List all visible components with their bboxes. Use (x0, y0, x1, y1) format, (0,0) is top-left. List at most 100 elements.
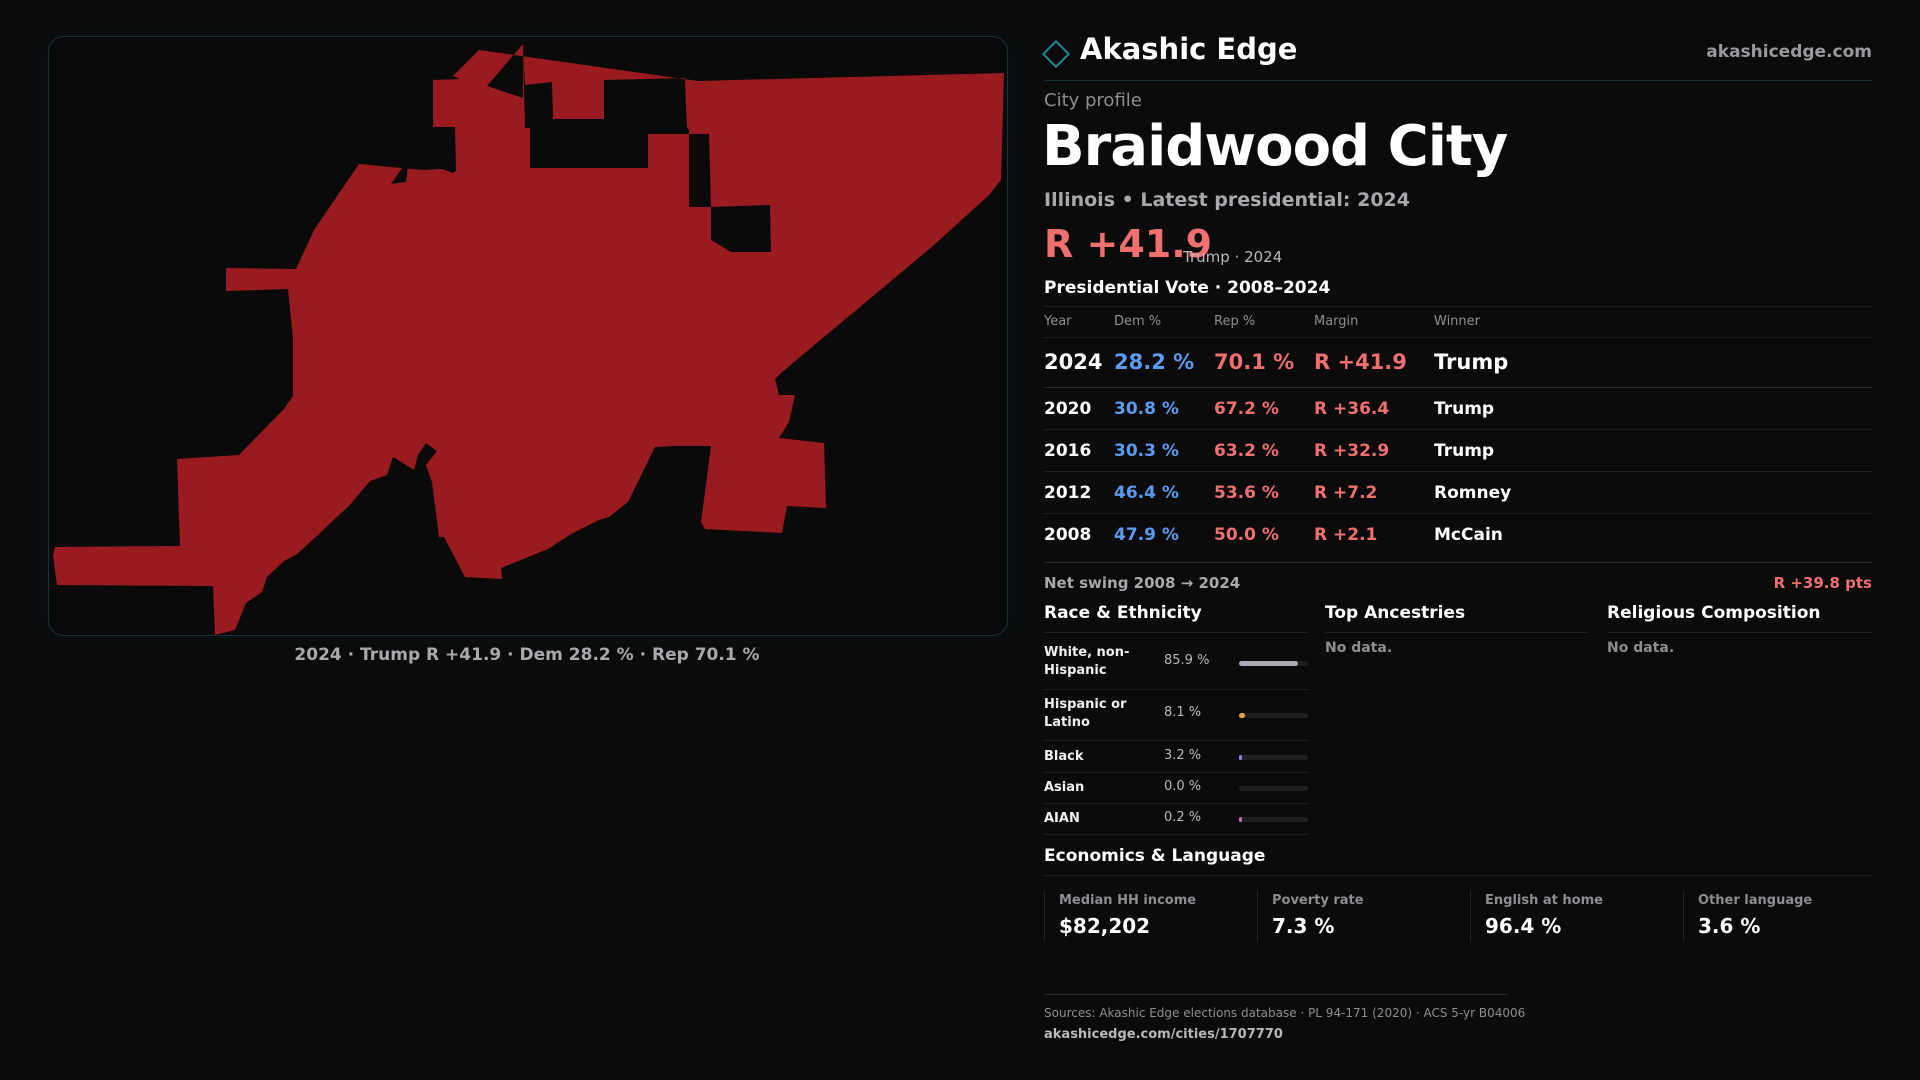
race-row: White, non-Hispanic 85.9 % (1044, 633, 1308, 690)
divider (1607, 632, 1872, 633)
row-year: 2024 (1044, 350, 1103, 374)
row-margin: R +2.1 (1314, 525, 1378, 545)
brand-name[interactable]: Akashic Edge (1080, 32, 1298, 66)
table-row[interactable]: 2008 47.9 % 50.0 % R +2.1 McCain (1044, 514, 1872, 555)
stat-card-english-at-home: English at home 96.4 % (1470, 890, 1671, 942)
row-dem: 30.3 % (1114, 441, 1179, 461)
stat-value: 96.4 % (1485, 914, 1562, 938)
stat-label: Median HH income (1059, 893, 1197, 908)
col-header-rep: Rep % (1214, 314, 1256, 329)
economics-title: Economics & Language (1044, 846, 1266, 866)
vote-table-title: Presidential Vote · 2008–2024 (1044, 278, 1331, 298)
stat-label: Poverty rate (1272, 893, 1364, 908)
stat-value: 7.3 % (1272, 914, 1335, 938)
brand-header: Akashic Edge akashicedge.com (1041, 30, 1872, 81)
race-pct: 85.9 % (1164, 653, 1210, 668)
race-label: White, non-Hispanic (1044, 645, 1130, 678)
headline-margin-note: Trump · 2024 (1183, 248, 1283, 266)
race-label: Hispanic or Latino (1044, 697, 1127, 730)
row-winner: Trump (1434, 441, 1495, 461)
divider (1325, 632, 1589, 633)
row-margin: R +41.9 (1314, 350, 1407, 374)
row-rep: 50.0 % (1214, 525, 1279, 545)
profile-kind: City profile (1044, 90, 1142, 111)
divider (1044, 562, 1872, 563)
race-label: Black (1044, 749, 1084, 764)
page-title: Braidwood City (1042, 114, 1508, 179)
race-bar-fill (1239, 755, 1242, 760)
stat-label: English at home (1485, 893, 1603, 908)
row-margin: R +32.9 (1314, 441, 1390, 461)
race-pct: 3.2 % (1164, 748, 1202, 763)
row-dem: 47.9 % (1114, 525, 1179, 545)
col-header-year: Year (1044, 314, 1072, 329)
row-margin: R +36.4 (1314, 399, 1390, 419)
state-line: Illinois • Latest presidential: 2024 (1044, 189, 1411, 211)
stat-card-median-income: Median HH income $82,202 (1044, 890, 1245, 942)
race-pct: 8.1 % (1164, 705, 1202, 720)
map-gap-north (531, 128, 648, 168)
divider (1044, 875, 1872, 876)
row-rep: 70.1 % (1214, 350, 1295, 374)
map-gap-east (689, 134, 771, 252)
divider (1044, 994, 1508, 995)
table-row[interactable]: 2020 30.8 % 67.2 % R +36.4 Trump (1044, 388, 1872, 430)
row-winner: Romney (1434, 483, 1512, 503)
stat-value: 3.6 % (1698, 914, 1761, 938)
row-rep: 63.2 % (1214, 441, 1279, 461)
race-bar-fill (1239, 713, 1245, 718)
map-caption: 2024 · Trump R +41.9 · Dem 28.2 % · Rep … (294, 645, 760, 665)
row-winner: McCain (1434, 525, 1503, 545)
table-row[interactable]: 2012 46.4 % 53.6 % R +7.2 Romney (1044, 472, 1872, 514)
row-rep: 53.6 % (1214, 483, 1279, 503)
race-bar-fill (1239, 817, 1242, 822)
row-dem: 28.2 % (1114, 350, 1195, 374)
map-gap-diagonal (391, 158, 409, 184)
city-boundary-map[interactable] (48, 36, 1008, 636)
brand-url[interactable]: akashicedge.com (1706, 42, 1872, 62)
headline-margin: R +41.9 (1044, 222, 1213, 266)
race-bar-track (1239, 755, 1308, 760)
divider (1044, 337, 1872, 338)
row-dem: 46.4 % (1114, 483, 1179, 503)
sources-note: Sources: Akashic Edge elections database… (1044, 1006, 1526, 1020)
race-pct: 0.0 % (1164, 779, 1202, 794)
race-row: Asian 0.0 % (1044, 773, 1308, 804)
religion-title: Religious Composition (1607, 603, 1821, 623)
race-pct: 0.2 % (1164, 810, 1202, 825)
race-bar-track (1239, 786, 1308, 791)
row-margin: R +7.2 (1314, 483, 1378, 503)
table-row[interactable]: 2024 28.2 % 70.1 % R +41.9 Trump (1044, 338, 1872, 388)
row-dem: 30.8 % (1114, 399, 1179, 419)
city-boundary-shape (53, 44, 1004, 635)
col-header-winner: Winner (1434, 314, 1481, 329)
race-row: AIAN 0.2 % (1044, 804, 1308, 835)
row-rep: 67.2 % (1214, 399, 1279, 419)
race-title: Race & Ethnicity (1044, 603, 1202, 623)
race-label: Asian (1044, 780, 1085, 795)
city-shape-svg (53, 44, 1004, 635)
row-year: 2020 (1044, 399, 1092, 419)
stat-card-poverty-rate: Poverty rate 7.3 % (1257, 890, 1458, 942)
divider (1044, 306, 1872, 307)
race-bar-fill (1239, 661, 1299, 666)
religion-empty: No data. (1607, 640, 1675, 656)
stat-card-other-language: Other language 3.6 % (1683, 890, 1884, 942)
net-swing-value: R +39.8 pts (1773, 574, 1872, 592)
col-header-dem: Dem % (1114, 314, 1162, 329)
divider (1044, 632, 1308, 633)
row-year: 2016 (1044, 441, 1092, 461)
diamond-logo-icon (1041, 39, 1071, 69)
row-year: 2012 (1044, 483, 1092, 503)
ancestries-empty: No data. (1325, 640, 1393, 656)
ancestries-title: Top Ancestries (1325, 603, 1466, 623)
race-row: Hispanic or Latino 8.1 % (1044, 690, 1308, 741)
race-bar-track (1239, 713, 1308, 718)
source-url-link[interactable]: akashicedge.com/cities/1707770 (1044, 1027, 1283, 1042)
race-bar-track (1239, 661, 1308, 666)
table-row[interactable]: 2016 30.3 % 63.2 % R +32.9 Trump (1044, 430, 1872, 472)
stat-label: Other language (1698, 893, 1813, 908)
row-winner: Trump (1434, 399, 1495, 419)
stat-value: $82,202 (1059, 914, 1151, 938)
race-row: Black 3.2 % (1044, 741, 1308, 773)
